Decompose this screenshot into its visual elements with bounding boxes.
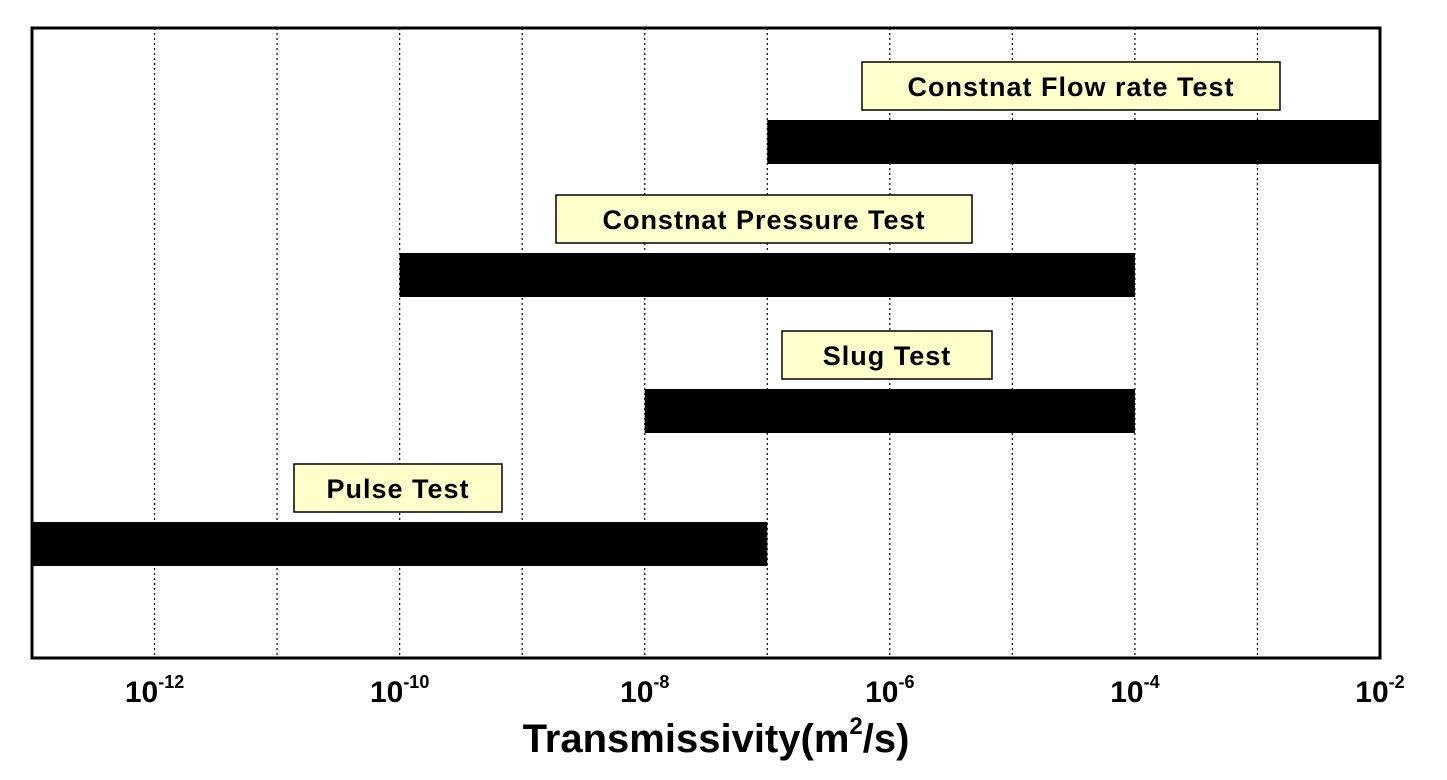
- series-label-box: [555, 194, 973, 244]
- x-tick-exponent: -4: [1144, 672, 1160, 692]
- x-tick-labels: 10-12 10-10 10-8 10-6 10-4 10-2: [125, 672, 1405, 709]
- x-tick-exponent: -12: [158, 672, 184, 692]
- series-labels: Constnat Flow rate Test Constnat Pressure…: [293, 61, 1281, 513]
- series-label: Slug Test: [781, 330, 993, 380]
- series-label-box: [861, 61, 1281, 111]
- series-label: Constnat Pressure Test: [555, 194, 973, 244]
- x-tick-label: 10-8: [620, 672, 669, 709]
- plot-frame: [30, 26, 1382, 660]
- series-label-text: Slug Test: [823, 341, 952, 371]
- series-label-text: Constnat Pressure Test: [602, 205, 925, 235]
- series-label: Constnat Flow rate Test: [861, 61, 1281, 111]
- x-tick-label: 10-6: [865, 672, 914, 709]
- range-bar: [399, 253, 1135, 297]
- x-tick-label: 10-4: [1110, 672, 1159, 709]
- x-axis-title-exponent: 2: [849, 713, 862, 740]
- x-tick-exponent: -10: [403, 672, 429, 692]
- x-tick-exponent: -6: [898, 672, 914, 692]
- x-tick-exponent: -8: [653, 672, 669, 692]
- x-tick-label: 10-10: [370, 672, 429, 709]
- x-axis-title-base: Transmissivity(m: [523, 717, 850, 761]
- range-bars: [32, 120, 1380, 566]
- range-bar: [644, 389, 1135, 433]
- x-tick-base: 10: [1355, 676, 1388, 709]
- x-tick-base: 10: [620, 676, 653, 709]
- series-label-box: [293, 463, 503, 513]
- range-bar: [32, 522, 768, 566]
- series-label-box: [781, 330, 993, 380]
- x-tick-base: 10: [865, 676, 898, 709]
- x-axis-title-tail: /s): [863, 717, 910, 761]
- x-tick-label: 10-2: [1355, 672, 1404, 709]
- x-tick-base: 10: [1110, 676, 1143, 709]
- series-label-text: Constnat Flow rate Test: [907, 72, 1234, 102]
- series-label-text: Pulse Test: [326, 474, 469, 504]
- range-bar: [767, 120, 1380, 164]
- series-label: Pulse Test: [293, 463, 503, 513]
- x-tick-label: 10-12: [125, 672, 184, 709]
- x-tick-base: 10: [125, 676, 158, 709]
- x-tick-exponent: -2: [1389, 672, 1405, 692]
- x-tick-base: 10: [370, 676, 403, 709]
- x-axis-title: Transmissivity(m2/s): [523, 713, 910, 761]
